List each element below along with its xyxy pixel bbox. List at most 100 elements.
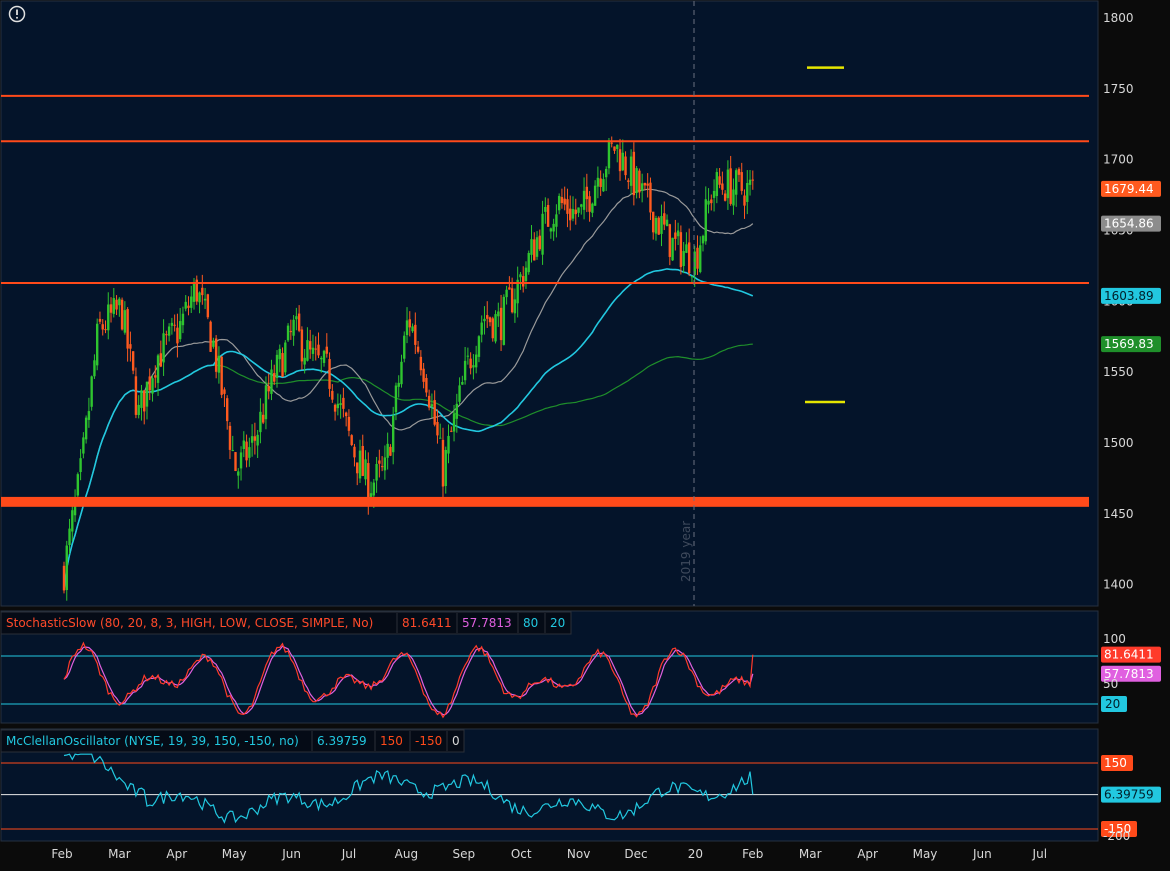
candle [350,434,353,447]
candle [474,345,478,374]
support-band[interactable] [1,496,1089,507]
candle [652,211,655,240]
candle [140,384,143,421]
price-axis-tick: 1700 [1103,153,1134,167]
time-axis-month-label: Mar [799,847,822,861]
candle [502,294,506,346]
candle [663,201,666,231]
candle [187,296,190,316]
candle [206,293,210,320]
price-axis: 180017501700165016001550150014501400 [1103,11,1134,592]
time-axis-month-label: May [913,847,938,861]
price-panel[interactable] [0,0,1099,607]
candle [273,364,276,385]
time-axis-month-label: Nov [567,847,590,861]
candle [71,504,74,542]
time-axis-month-label: May [222,847,247,861]
stochastic-k-tag [1101,646,1161,663]
year-marker-label: 2019 year [679,521,693,582]
candle [383,445,387,480]
stochastic-d-tag-label: 57.7813 [1104,667,1154,681]
candle [588,191,591,222]
candle [638,168,641,199]
candle [699,236,702,274]
stochastic-k-tag-label: 81.6411 [1104,648,1154,662]
mcclellan-value-tag [1101,786,1161,803]
candle [295,307,298,331]
candle [297,305,301,333]
candle [411,323,414,333]
ema-cyan-tag [1101,287,1161,304]
candle [107,292,110,340]
candle [126,307,129,362]
candle [624,151,627,180]
candle [491,316,494,342]
candle [530,225,533,263]
time-axis-month-label: Jul [1032,847,1047,861]
candle [427,389,431,411]
time-axis-month-label: Feb [51,847,72,861]
time-axis-month-label: Apr [857,847,878,861]
candle [433,390,436,427]
candle [405,307,409,344]
candle [632,142,636,206]
time-axis-month-label: Aug [395,847,418,861]
candle [123,301,127,335]
candle [593,180,597,206]
ema-cyan-line [63,268,754,591]
candle [347,409,351,437]
candle [320,356,323,373]
candle [582,177,586,220]
sma-gray-line [63,188,754,591]
candle [574,198,577,225]
candle [469,352,472,375]
candle [317,332,320,359]
candle [306,327,309,362]
candle [358,439,362,483]
candle [723,190,727,202]
horizontal-levels[interactable] [1,66,1089,507]
candle [712,179,716,212]
candle [748,170,752,196]
mcclellan-lower-value: -150 [415,734,442,748]
candle [527,250,530,275]
candle [270,359,273,401]
price-axis-tick: 1500 [1103,436,1134,450]
candle [143,390,146,425]
candle [167,323,171,342]
candle [679,225,683,275]
candle [356,462,359,486]
candle [735,168,738,207]
candle [118,297,121,317]
candle [635,165,638,199]
candle [555,204,558,238]
exclamation-circle-icon[interactable] [8,5,26,23]
candle [253,422,257,455]
candle [450,426,453,433]
candle [209,320,212,353]
candle [687,228,691,277]
candle [497,302,500,327]
time-axis-month-label: Dec [624,847,647,861]
candle [389,444,392,457]
mcclellan-value-tag-label: 6.39759 [1104,788,1154,802]
candle [250,424,254,457]
candle [596,166,600,199]
candle [275,350,279,388]
candle [674,219,677,251]
candle [342,387,345,418]
price-candles [62,136,754,601]
candle [740,162,743,195]
candle [458,377,461,405]
candle [239,446,243,481]
candle [649,177,652,221]
sma-gray-tag-label: 1654.86 [1104,217,1154,231]
candle [746,170,749,215]
candle [486,301,489,328]
candle [339,394,342,419]
candle [286,323,290,342]
candle [220,355,223,399]
candle [237,468,240,489]
candle [646,173,649,198]
candle [380,456,384,472]
